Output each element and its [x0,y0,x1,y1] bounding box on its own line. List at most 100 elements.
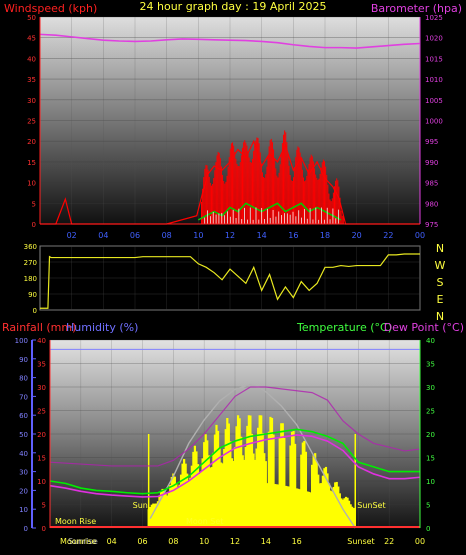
compass-label: W [435,259,446,272]
x-tick-label: 06 [137,537,147,546]
temp-tick-label: 40 [426,337,435,345]
sunset-annotation: SunSet [357,501,385,510]
wind-tick-label: 5 [32,200,36,208]
x-tick-label: 12 [230,537,240,546]
wind-tick-label: 0 [32,221,36,229]
wind-tick-label: 45 [27,35,36,43]
baro-tick-label: 975 [425,221,438,229]
temp-tick-label: 30 [426,384,435,392]
right-axis-title: Barometer (hpa) [371,2,462,15]
temp-tick-label: 35 [426,361,435,369]
solar-curve [149,383,356,529]
humidity-line [49,386,421,467]
panel-wind-direction-marks [40,253,420,309]
direction-tick-label: 90 [28,291,37,299]
x-tick-label: 04 [107,537,117,546]
rain-tick-label: 70 [19,393,28,401]
panel-wind-direction-grid [40,245,421,311]
wind-tick-label: 40 [27,55,36,63]
x-tick-label: 14 [257,231,267,240]
x-tick-label: 14 [261,537,271,546]
direction-tick-label: 0 [33,307,37,315]
wind-tick-label: 20 [27,138,36,146]
temp-tick-label: 0 [426,525,430,533]
x-tick-label: 00 [415,231,425,240]
wind-tick-label: 50 [27,14,36,22]
baro-tick-label: 995 [425,138,438,146]
humidity-tick-label: 5 [42,502,46,510]
wind-tick-label: 15 [27,159,36,167]
x-tick-label: 08 [162,231,172,240]
humidity-tick-label: 40 [37,337,46,345]
rain-tick-label: 10 [19,506,28,514]
sunrise-annotation: Sun [133,501,148,510]
chart-title: 24 hour graph day : 19 April 2025 [140,0,327,13]
dewpoint-title: Dew Point (°C) [384,321,464,334]
x-tick-label: 18 [320,231,330,240]
wind-tick-label: 35 [27,76,36,84]
baro-tick-label: 1000 [425,118,443,126]
dewpoint-line [49,434,421,498]
sunrise-x-label: Sunrise [68,537,98,546]
rain-tick-label: 30 [19,469,28,477]
rainfall-title: Rainfall (mm) [2,321,76,334]
panel-wind-baro-marks [39,33,421,225]
compass-label: E [437,293,444,306]
panel-rain-temp-marks [49,383,421,529]
baro-tick-label: 985 [425,180,438,188]
baro-tick-label: 1015 [425,55,443,63]
panel-wind-baro-labels: 0510152025303540455097598098599099510001… [27,14,443,240]
x-tick-label: 20 [352,231,362,240]
barometer-line [39,33,421,49]
humidity-tick-label: 35 [37,361,46,369]
x-tick-label: 12 [225,231,235,240]
compass-label: N [436,242,444,255]
x-tick-label: 22 [384,537,394,546]
moon-rise-annotation: Moon Rise [55,517,96,526]
wind-tick-label: 10 [27,180,36,188]
rain-tick-label: 100 [15,337,28,345]
sunset-x-label: Sunset [347,537,374,546]
humidity-tick-label: 10 [37,478,46,486]
panel-rain-temp-labels: 0102030405060708090100051015202530354005… [15,337,435,546]
wind-direction-line [40,253,420,309]
wind-tick-label: 30 [27,97,36,105]
rain-tick-label: 60 [19,412,28,420]
humidity-tick-label: 20 [37,431,46,439]
baro-tick-label: 1025 [425,14,443,22]
rain-tick-label: 0 [24,525,28,533]
direction-tick-label: 360 [24,243,37,251]
humidity-tick-label: 25 [37,408,46,416]
direction-tick-label: 270 [24,259,37,267]
x-tick-label: 22 [383,231,393,240]
x-tick-label: 00 [415,537,425,546]
temp-tick-label: 10 [426,478,435,486]
temp-tick-label: 20 [426,431,435,439]
x-tick-label: 16 [288,231,298,240]
humidity-tick-label: 30 [37,384,46,392]
x-tick-label: 16 [292,537,302,546]
x-tick-label: 06 [130,231,140,240]
rain-tick-label: 20 [19,487,28,495]
moonrise-x-label: Moonrise [60,537,96,546]
humidity-title: Humidity (%) [66,321,138,334]
rain-tick-label: 90 [19,356,28,364]
rain-tick-label: 50 [19,431,28,439]
rain-tick-label: 40 [19,450,28,458]
temperature-title: Temperature (°C) [296,321,392,334]
temperature-line [49,428,420,495]
x-tick-label: 08 [168,537,178,546]
x-tick-label: 02 [67,231,77,240]
baro-tick-label: 1005 [425,97,443,105]
left-axis-title: Windspeed (kph) [4,2,97,15]
wind-tick-label: 25 [27,118,36,126]
panel-wind-baro: 0510152025303540455097598098599099510001… [27,14,443,240]
x-tick-label: 10 [193,231,203,240]
temp-tick-label: 5 [426,502,430,510]
moon-set-annotation: Moon Set [186,517,223,526]
panel-rain-temp: 0102030405060708090100051015202530354005… [15,337,435,546]
direction-tick-label: 180 [24,275,37,283]
